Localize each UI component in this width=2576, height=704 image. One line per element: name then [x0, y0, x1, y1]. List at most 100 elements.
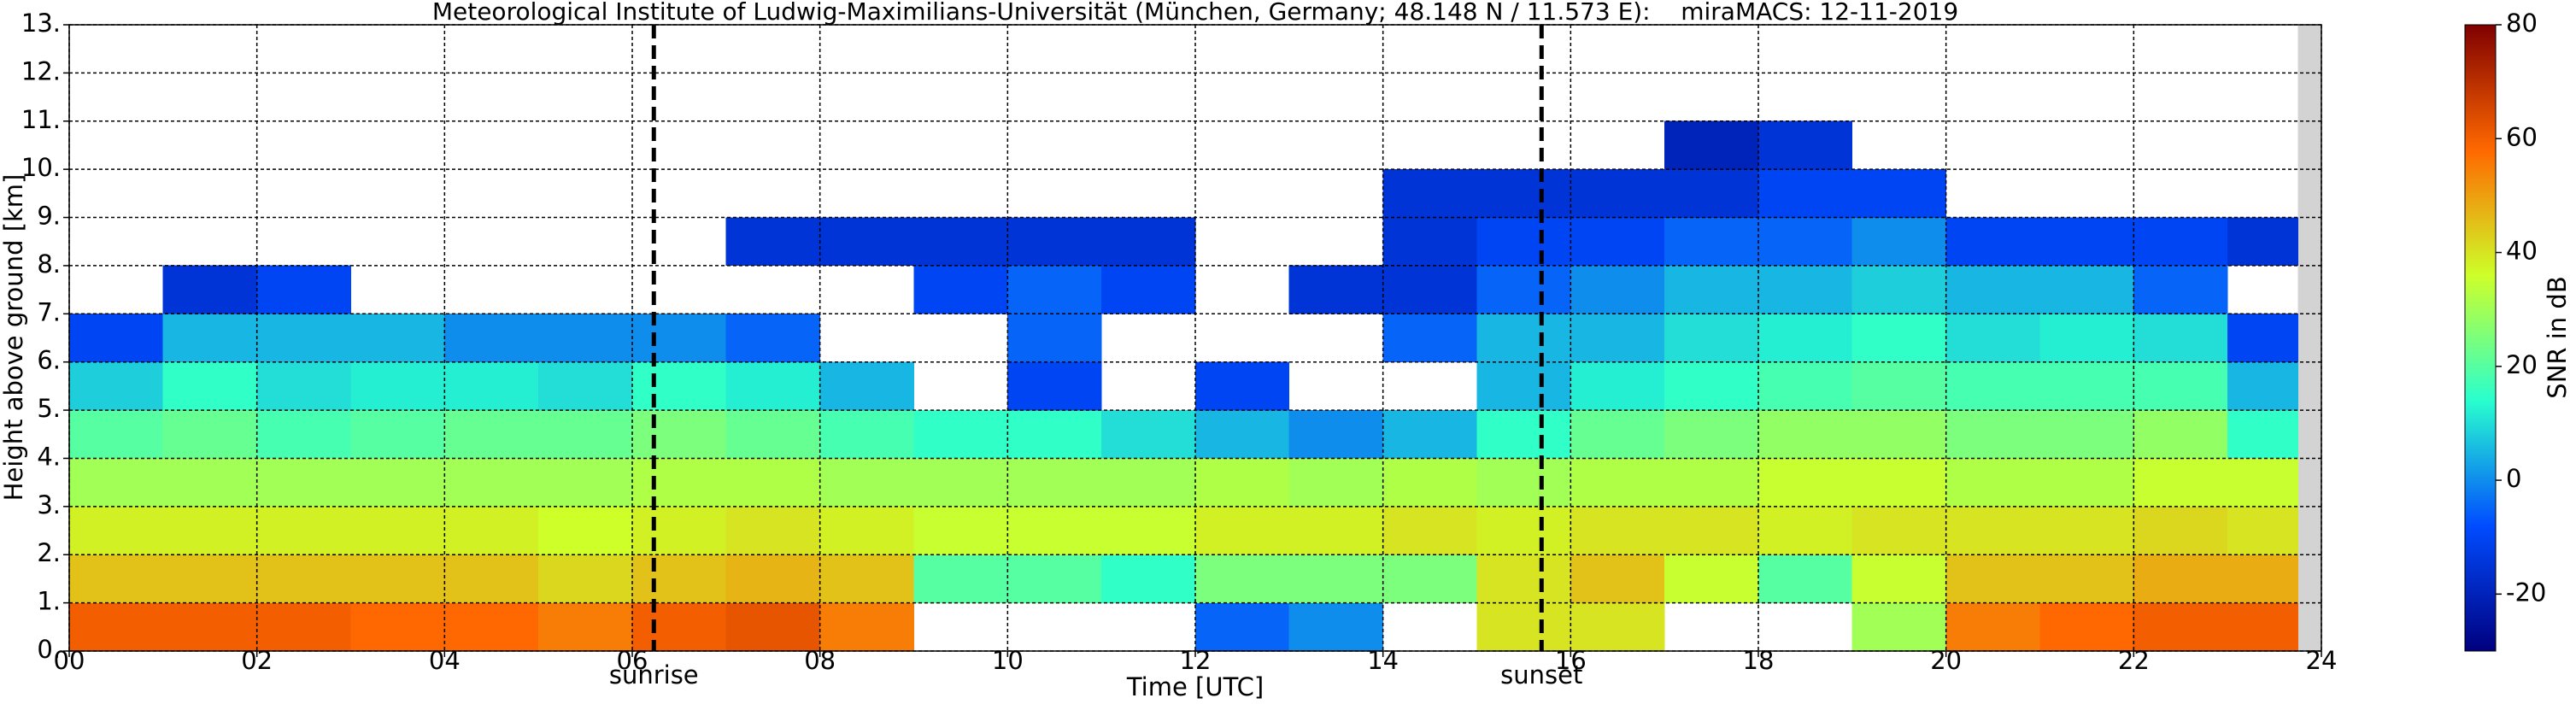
heatmap-cell [162, 265, 257, 314]
heatmap-cell [1007, 217, 1102, 267]
heatmap-cell [162, 554, 257, 603]
heatmap-cell [1570, 361, 1665, 411]
heatmap-cell [2227, 554, 2298, 603]
heatmap-cell [537, 554, 633, 603]
heatmap-cell [68, 458, 164, 507]
heatmap-cell [537, 361, 633, 411]
heatmap-cell [444, 602, 539, 652]
heatmap-cell [631, 506, 727, 555]
heatmap-cell [350, 602, 445, 652]
heatmap-cell [631, 602, 727, 652]
heatmap-cell [68, 554, 164, 603]
heatmap-cell [725, 314, 820, 362]
heatmap-cell [1757, 217, 1853, 267]
heatmap-cell [2227, 602, 2298, 652]
heatmap-cell [2039, 361, 2134, 411]
colorbar [2464, 24, 2497, 652]
heatmap-cell [2039, 506, 2134, 555]
heatmap-cell [537, 602, 633, 652]
x-tick-label: 10 [992, 646, 1024, 675]
heatmap-cell [162, 458, 257, 507]
heatmap-cell [913, 265, 1008, 314]
heatmap-cell [631, 554, 727, 603]
heatmap-cell [725, 217, 820, 267]
heatmap-cell [1851, 265, 1946, 314]
heatmap-cell [1945, 409, 2040, 459]
heatmap-cell [1382, 409, 1477, 459]
colorbar-tick-label: 60 [2506, 122, 2538, 151]
heatmap-cell [1757, 458, 1853, 507]
heatmap-cell [1570, 458, 1665, 507]
heatmap-cell [444, 314, 539, 362]
heatmap-cell [1382, 554, 1477, 603]
heatmap-cell [1194, 458, 1290, 507]
heatmap-cell [631, 314, 727, 362]
heatmap-cell [1664, 458, 1759, 507]
heatmap-cell [1757, 554, 1853, 603]
heatmap-cell [1382, 506, 1477, 555]
heatmap-cell [2227, 506, 2298, 555]
heatmap-cell [350, 506, 445, 555]
heatmap-cell [913, 217, 1008, 267]
heatmap-cell [1288, 409, 1383, 459]
heatmap-cell [1664, 217, 1759, 267]
heatmap-cell [1194, 409, 1290, 459]
heatmap-cell [725, 554, 820, 603]
heatmap-cell [2133, 506, 2228, 555]
heatmap-cell [1476, 554, 1571, 603]
heatmap-cell [913, 554, 1008, 603]
heatmap-cell [1851, 168, 1946, 218]
y-tick-label: 4. [37, 442, 61, 471]
heatmap-cell [256, 409, 351, 459]
heatmap-cell [1570, 314, 1665, 362]
heatmap-cell [725, 361, 820, 411]
heatmap-cell [1476, 314, 1571, 362]
heatmap-cell [68, 361, 164, 411]
heatmap-cell [1100, 265, 1196, 314]
heatmap-cell [2133, 602, 2228, 652]
x-axis-label: Time [UTC] [1126, 672, 1264, 701]
plot-frame [68, 24, 2322, 652]
x-tick-label: 22 [2118, 646, 2150, 675]
heatmap-cell [1945, 314, 2040, 362]
heatmap-cell [256, 602, 351, 652]
heatmap-cell [162, 409, 257, 459]
heatmap-cell [1570, 409, 1665, 459]
heatmap-cell [1007, 265, 1102, 314]
heatmap-cell [1570, 506, 1665, 555]
y-tick-label: 2. [37, 538, 61, 567]
heatmap-cell [1288, 506, 1383, 555]
heatmap-cell [537, 314, 633, 362]
heatmap-cell [2039, 314, 2134, 362]
y-tick-label: 5. [37, 394, 61, 423]
heatmap-cell [1382, 217, 1477, 267]
heatmap-cell [1945, 602, 2040, 652]
heatmap-cell [1851, 409, 1946, 459]
y-tick-label: 7. [37, 297, 61, 326]
heatmap-cell [2133, 265, 2228, 314]
heatmap-cell [1288, 458, 1383, 507]
heatmap-cell [256, 361, 351, 411]
heatmap-cell [444, 409, 539, 459]
heatmap-cell [1007, 458, 1102, 507]
heatmap-cell [2227, 361, 2298, 411]
heatmap-cell [1757, 265, 1853, 314]
x-tick-label: 18 [1743, 646, 1775, 675]
heatmap-cell [350, 409, 445, 459]
y-tick-label: 8. [37, 249, 61, 279]
heatmap-cell [1476, 265, 1571, 314]
heatmap-cell [1851, 554, 1946, 603]
heatmap-cell [1007, 361, 1102, 411]
heatmap-cell [631, 458, 727, 507]
heatmap-cell [68, 314, 164, 362]
heatmap-cell [537, 506, 633, 555]
heatmap-cell [1757, 361, 1853, 411]
heatmap-cell [68, 409, 164, 459]
heatmap-cell [2227, 409, 2298, 459]
heatmap-cell [68, 506, 164, 555]
heatmap-cell [1664, 506, 1759, 555]
heatmap-cell [913, 458, 1008, 507]
heatmap-cell [2133, 314, 2228, 362]
heatmap-cell [350, 458, 445, 507]
heatmap-cell [1476, 217, 1571, 267]
